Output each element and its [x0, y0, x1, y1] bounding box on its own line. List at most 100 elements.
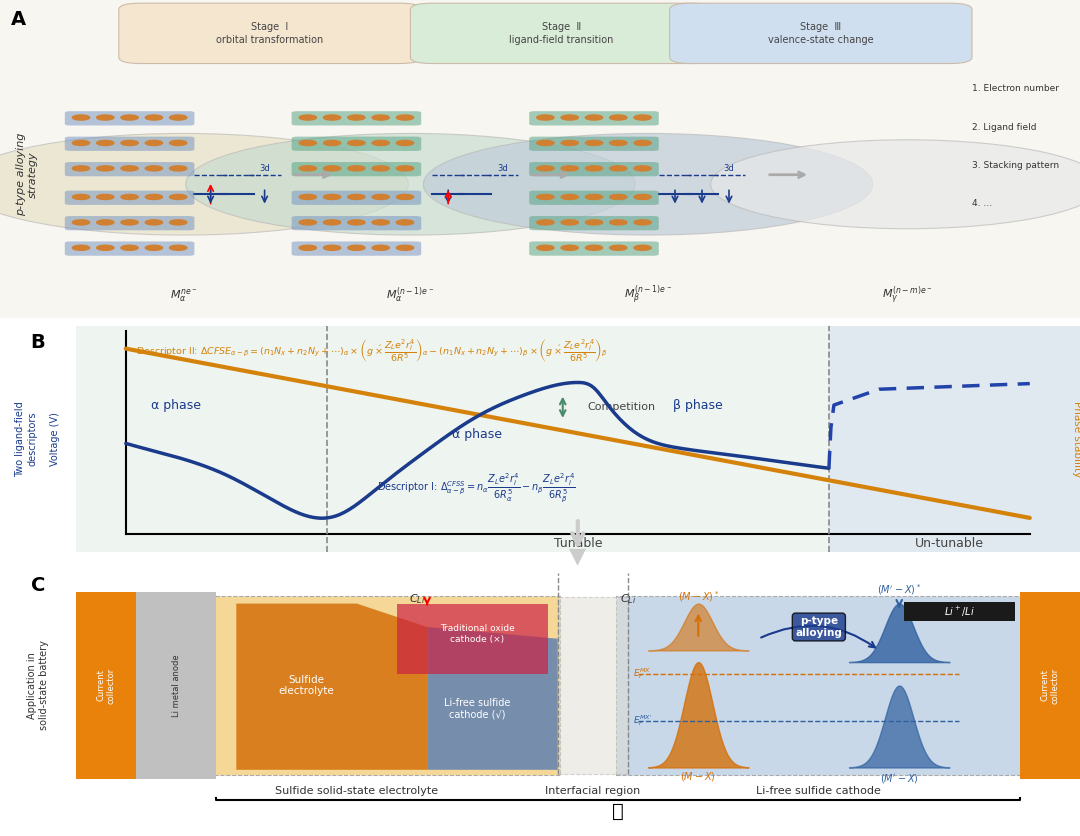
Circle shape [373, 140, 390, 145]
FancyBboxPatch shape [76, 592, 136, 779]
Text: $(M-X)^*$: $(M-X)^*$ [677, 589, 719, 604]
Circle shape [537, 220, 554, 225]
Circle shape [170, 140, 187, 145]
Circle shape [348, 115, 365, 120]
Circle shape [634, 245, 651, 250]
Text: 4. …: 4. … [972, 199, 993, 208]
Circle shape [348, 220, 365, 225]
Text: 1. Electron number: 1. Electron number [972, 84, 1059, 94]
Circle shape [72, 245, 90, 250]
Text: Descriptor II: $\Delta CFSE_{\alpha-\beta}=(n_1N_x+n_2N_y+\cdots)_\alpha\times\l: Descriptor II: $\Delta CFSE_{\alpha-\bet… [136, 337, 608, 364]
Circle shape [72, 166, 90, 171]
Circle shape [537, 245, 554, 250]
Circle shape [348, 245, 365, 250]
Circle shape [609, 140, 627, 145]
Ellipse shape [186, 134, 635, 235]
Circle shape [121, 166, 138, 171]
FancyBboxPatch shape [670, 3, 972, 64]
Circle shape [299, 140, 316, 145]
Circle shape [609, 166, 627, 171]
FancyBboxPatch shape [292, 136, 421, 150]
Circle shape [562, 195, 579, 200]
FancyBboxPatch shape [410, 3, 713, 64]
Circle shape [97, 220, 114, 225]
Text: $M_{\gamma}^{(n-m)e^-}$: $M_{\gamma}^{(n-m)e^-}$ [882, 284, 932, 307]
Text: Two ligand-field
descriptors

Voltage (V): Two ligand-field descriptors Voltage (V) [15, 401, 60, 477]
Text: C: C [30, 575, 45, 594]
Text: 💡: 💡 [612, 803, 624, 822]
Text: $Li^+/Li$: $Li^+/Li$ [944, 604, 975, 619]
Circle shape [72, 220, 90, 225]
Circle shape [121, 220, 138, 225]
Text: Stage  Ⅲ
valence-state change: Stage Ⅲ valence-state change [768, 22, 874, 45]
Text: Un-tunable: Un-tunable [915, 537, 984, 549]
Circle shape [324, 245, 341, 250]
FancyBboxPatch shape [529, 191, 659, 205]
FancyBboxPatch shape [529, 242, 659, 256]
Text: Phase stability: Phase stability [1072, 400, 1080, 477]
Circle shape [299, 220, 316, 225]
Circle shape [72, 115, 90, 120]
Circle shape [634, 140, 651, 145]
Text: Li-free sulfide
cathode (√): Li-free sulfide cathode (√) [444, 698, 511, 720]
FancyBboxPatch shape [529, 136, 659, 150]
Text: Sulfide
electrolyte: Sulfide electrolyte [279, 675, 335, 696]
Circle shape [324, 115, 341, 120]
Circle shape [609, 220, 627, 225]
Circle shape [72, 140, 90, 145]
Circle shape [145, 166, 163, 171]
Circle shape [585, 195, 603, 200]
Circle shape [299, 195, 316, 200]
Text: Li metal anode: Li metal anode [172, 655, 180, 716]
Circle shape [562, 166, 579, 171]
Circle shape [121, 195, 138, 200]
Text: 3. Stacking pattern: 3. Stacking pattern [972, 161, 1059, 170]
Circle shape [585, 245, 603, 250]
Circle shape [299, 166, 316, 171]
FancyBboxPatch shape [76, 326, 1080, 552]
Circle shape [145, 115, 163, 120]
Circle shape [170, 245, 187, 250]
Circle shape [585, 166, 603, 171]
FancyBboxPatch shape [65, 111, 194, 125]
Text: 2. Ligand field: 2. Ligand field [972, 123, 1037, 131]
Circle shape [396, 166, 414, 171]
Circle shape [121, 140, 138, 145]
Text: p-type alloying
strategy: p-type alloying strategy [16, 133, 38, 217]
Circle shape [373, 245, 390, 250]
Circle shape [170, 166, 187, 171]
FancyBboxPatch shape [529, 111, 659, 125]
Circle shape [348, 195, 365, 200]
FancyBboxPatch shape [529, 216, 659, 230]
Circle shape [634, 166, 651, 171]
Circle shape [324, 140, 341, 145]
Circle shape [373, 115, 390, 120]
Text: Traditional oxide
cathode (×): Traditional oxide cathode (×) [440, 624, 515, 644]
FancyBboxPatch shape [65, 216, 194, 230]
FancyBboxPatch shape [119, 3, 421, 64]
Circle shape [145, 195, 163, 200]
Text: $E_F^{MX}$: $E_F^{MX}$ [633, 666, 651, 681]
Text: Li-free sulfide cathode: Li-free sulfide cathode [756, 786, 881, 796]
Circle shape [324, 166, 341, 171]
Circle shape [324, 220, 341, 225]
Text: $C_{Li}$: $C_{Li}$ [409, 592, 426, 606]
Text: Interfacial region: Interfacial region [545, 786, 640, 796]
Circle shape [97, 245, 114, 250]
Circle shape [299, 245, 316, 250]
FancyBboxPatch shape [214, 596, 559, 775]
Text: $(M-X)$: $(M-X)$ [680, 770, 716, 782]
FancyBboxPatch shape [65, 162, 194, 176]
Circle shape [348, 140, 365, 145]
Circle shape [170, 115, 187, 120]
FancyBboxPatch shape [557, 597, 629, 774]
Circle shape [396, 140, 414, 145]
Text: Stage  Ⅰ
orbital transformation: Stage Ⅰ orbital transformation [216, 22, 324, 45]
FancyBboxPatch shape [904, 603, 1015, 621]
Text: $(M'-X)$: $(M'-X)$ [880, 772, 919, 785]
Circle shape [585, 140, 603, 145]
Polygon shape [428, 627, 557, 770]
FancyBboxPatch shape [65, 136, 194, 150]
Circle shape [97, 166, 114, 171]
Circle shape [373, 166, 390, 171]
